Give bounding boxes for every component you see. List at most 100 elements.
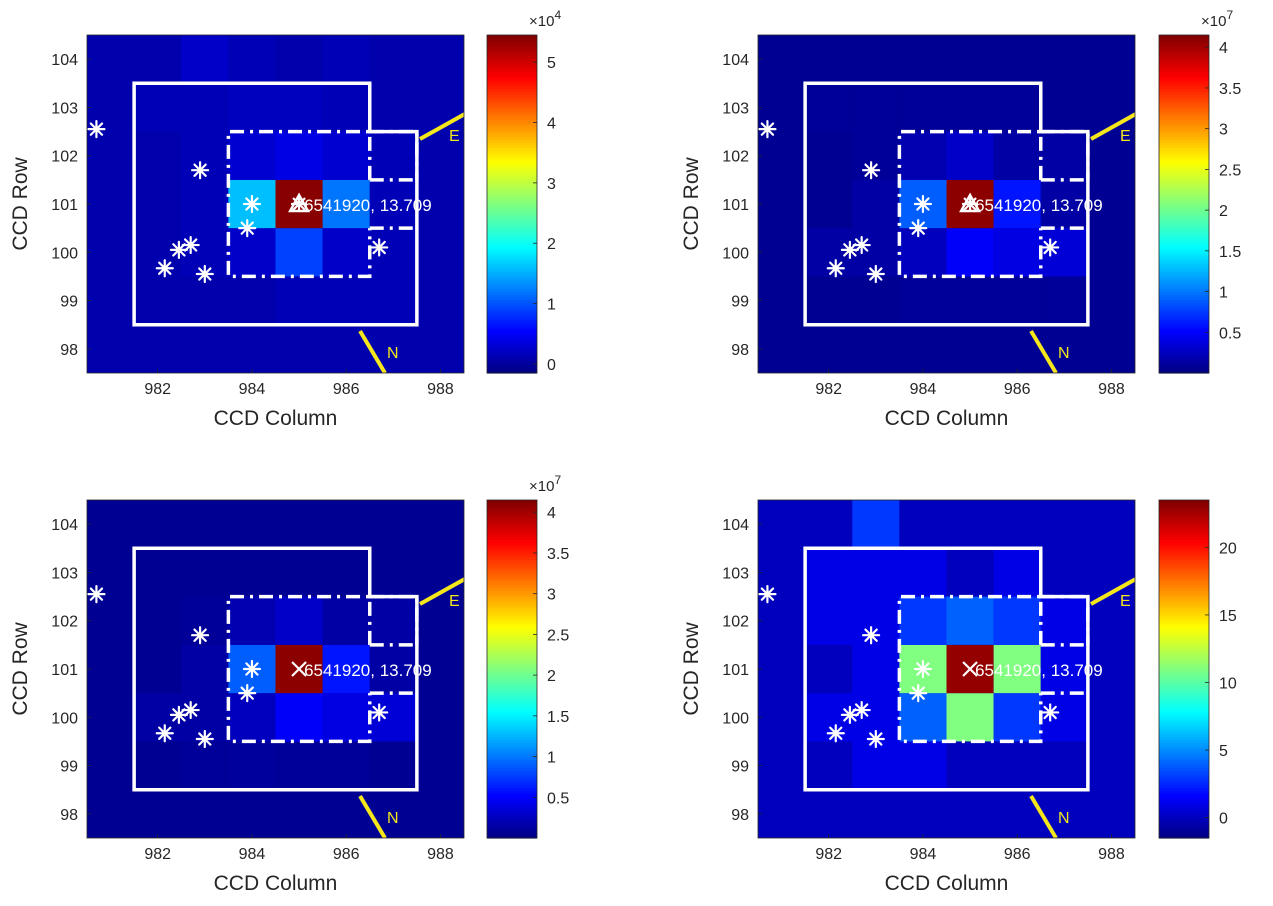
colorbar-step <box>487 773 537 777</box>
colorbar-step <box>487 325 537 329</box>
heatmap-cell <box>228 500 276 549</box>
heatmap-cell <box>899 548 947 597</box>
heatmap-cell <box>416 179 464 229</box>
colorbar-step <box>1159 294 1209 298</box>
colorbar-step <box>1159 291 1209 295</box>
colorbar-step <box>1159 725 1209 729</box>
colorbar-step <box>1159 615 1209 619</box>
heatmap-cell <box>899 131 947 180</box>
colorbar-step <box>487 156 537 160</box>
colorbar-step <box>487 711 537 715</box>
colorbar-step <box>487 640 537 645</box>
heatmap-cell <box>87 276 135 325</box>
heatmap-cell <box>805 741 853 790</box>
colorbar-step <box>487 229 537 233</box>
colorbar-tick-label: 3.5 <box>547 546 569 563</box>
colorbar-step <box>487 209 537 214</box>
star-marker <box>370 703 389 722</box>
aperture-inner-notch <box>369 594 419 645</box>
colorbar-step <box>1159 313 1209 318</box>
heatmap-cell <box>1040 548 1088 597</box>
heatmap-cell <box>805 596 853 645</box>
colorbar-step <box>1159 209 1209 214</box>
colorbar-step <box>1159 522 1209 526</box>
colorbar: 0.5 1 1.5 2 2.5 3 3.5 4 ×107 <box>486 473 569 839</box>
colorbar-step <box>487 677 537 681</box>
colorbar-step <box>1159 299 1209 304</box>
heatmap-cells <box>87 35 464 373</box>
colorbar-step <box>487 522 537 526</box>
colorbar-step <box>487 161 537 166</box>
colorbar-step <box>1159 339 1209 343</box>
heatmap-cell <box>322 228 370 277</box>
colorbar-step <box>487 821 537 825</box>
colorbar-step <box>1159 787 1209 791</box>
heatmap-cell <box>181 324 229 373</box>
colorbar-step <box>487 226 537 230</box>
star-marker <box>852 235 871 255</box>
colorbar-step <box>1159 694 1209 698</box>
colorbar-step <box>1159 500 1209 504</box>
colorbar-step <box>487 268 537 273</box>
y-tick-label: 98 <box>731 342 749 359</box>
colorbar-step <box>1159 60 1209 64</box>
colorbar-step <box>1159 144 1209 149</box>
compass-north-label: N <box>1058 345 1070 362</box>
colorbar-step <box>487 122 537 126</box>
heatmap-cell <box>946 596 994 645</box>
colorbar-step <box>487 370 537 374</box>
colorbar-step <box>487 277 537 281</box>
x-tick-label: 984 <box>910 846 937 863</box>
colorbar-step <box>487 564 537 569</box>
colorbar-step <box>487 587 537 591</box>
colorbar-step <box>487 68 537 73</box>
colorbar-step <box>1159 525 1209 529</box>
colorbar-step <box>487 257 537 261</box>
colorbar-step <box>1159 756 1209 760</box>
heatmap-cell <box>87 228 135 277</box>
heatmap-cell <box>87 324 135 373</box>
x-tick-label: 984 <box>239 846 266 863</box>
colorbar-step <box>1159 640 1209 645</box>
heatmap-cell <box>1040 131 1088 180</box>
colorbar-step <box>487 722 537 726</box>
colorbar-step <box>487 113 537 118</box>
colorbar-step <box>1159 246 1209 250</box>
heatmap-cell <box>852 789 900 838</box>
colorbar-step <box>487 508 537 512</box>
compass-east-arrow <box>419 577 464 606</box>
colorbar-step <box>1159 184 1209 188</box>
colorbar-step <box>487 234 537 239</box>
colorbar-step <box>1159 167 1209 171</box>
star-marker <box>242 659 262 679</box>
colorbar-step <box>1159 711 1209 715</box>
colorbar-step <box>487 826 537 831</box>
colorbar-step <box>487 626 537 631</box>
colorbar-step <box>487 671 537 676</box>
star-marker <box>913 659 933 679</box>
colorbar-step <box>1159 629 1209 633</box>
colorbar-step <box>1159 327 1209 332</box>
aperture-inner <box>897 129 1043 279</box>
star-marker <box>87 585 106 604</box>
colorbar-step <box>1159 778 1209 783</box>
heatmap-cell <box>416 35 464 84</box>
colorbar-step <box>487 649 537 653</box>
colorbar-step <box>487 702 537 707</box>
heatmap-cell <box>134 596 182 645</box>
colorbar-step <box>1159 35 1209 39</box>
heatmap-cell <box>852 179 900 229</box>
y-tick-label: 98 <box>60 807 78 824</box>
colorbar-step <box>487 716 537 721</box>
colorbar-step <box>487 127 537 132</box>
colorbar-step <box>1159 88 1209 92</box>
colorbar-step <box>1159 181 1209 185</box>
heatmap-cell <box>181 131 229 180</box>
colorbar-step <box>487 505 537 510</box>
y-axis-label: CCD Row <box>680 156 703 250</box>
colorbar-step <box>487 263 537 267</box>
colorbar-step <box>487 545 537 549</box>
colorbar-step <box>487 54 537 59</box>
colorbar-step <box>1159 750 1209 755</box>
colorbar-step <box>487 181 537 185</box>
